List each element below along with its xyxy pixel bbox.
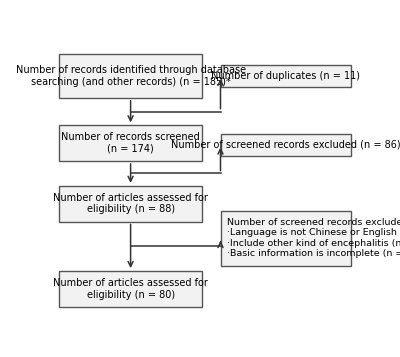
Text: Number of articles assessed for
eligibility (n = 80): Number of articles assessed for eligibil… (53, 278, 208, 300)
FancyBboxPatch shape (59, 186, 202, 221)
Text: Number of screened records excluded (n = 86): Number of screened records excluded (n =… (171, 140, 400, 150)
FancyBboxPatch shape (59, 125, 202, 161)
Text: Number of duplicates (n = 11): Number of duplicates (n = 11) (211, 71, 360, 81)
FancyBboxPatch shape (220, 65, 351, 87)
FancyBboxPatch shape (220, 134, 351, 156)
FancyBboxPatch shape (220, 211, 351, 266)
Text: Number of screened records excluded (n = 8)
·Language is not Chinese or English : Number of screened records excluded (n =… (227, 218, 400, 258)
Text: Number of records screened
(n = 174): Number of records screened (n = 174) (61, 132, 200, 154)
Text: Number of records identified through database
searching (and other records) (n =: Number of records identified through dat… (16, 65, 246, 87)
FancyBboxPatch shape (59, 271, 202, 307)
FancyBboxPatch shape (59, 54, 202, 98)
Text: Number of articles assessed for
eligibility (n = 88): Number of articles assessed for eligibil… (53, 193, 208, 215)
